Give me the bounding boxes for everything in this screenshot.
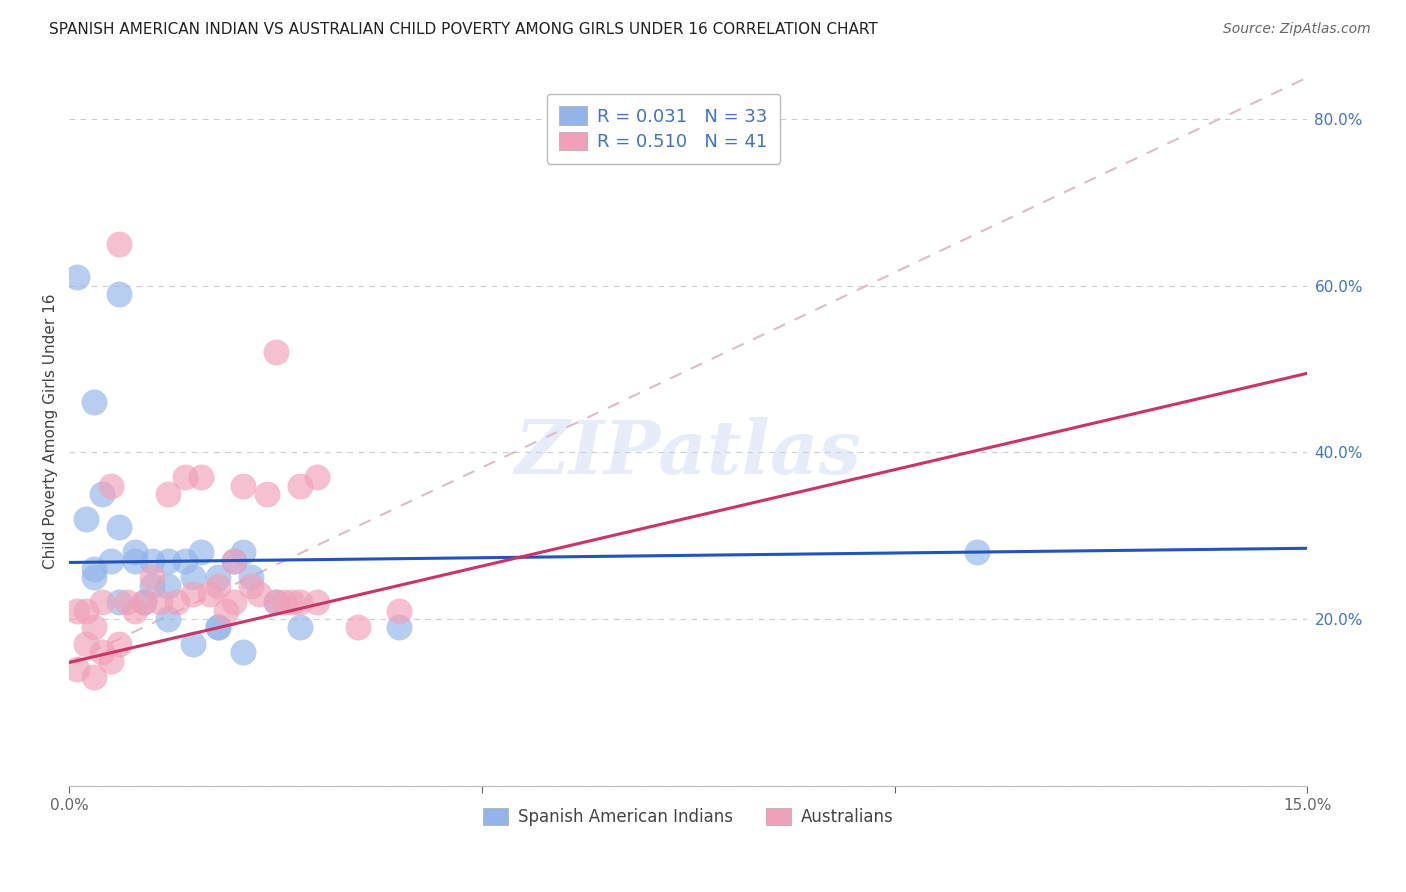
Legend: Spanish American Indians, Australians: Spanish American Indians, Australians xyxy=(474,799,903,834)
Point xyxy=(100,479,122,493)
Point xyxy=(141,554,163,568)
Point xyxy=(207,620,229,634)
Point xyxy=(166,595,188,609)
Point xyxy=(239,570,262,584)
Point xyxy=(290,479,312,493)
Point xyxy=(141,579,163,593)
Point xyxy=(264,345,287,359)
Point xyxy=(107,595,129,609)
Point xyxy=(91,595,114,609)
Point xyxy=(132,595,155,609)
Point xyxy=(75,637,97,651)
Point xyxy=(83,395,105,409)
Point xyxy=(75,604,97,618)
Point xyxy=(273,595,295,609)
Point xyxy=(224,554,246,568)
Point xyxy=(107,287,129,301)
Point xyxy=(305,595,328,609)
Text: ZIPatlas: ZIPatlas xyxy=(515,417,862,489)
Point xyxy=(388,620,411,634)
Text: Source: ZipAtlas.com: Source: ZipAtlas.com xyxy=(1223,22,1371,37)
Point xyxy=(91,645,114,659)
Point xyxy=(232,479,254,493)
Text: SPANISH AMERICAN INDIAN VS AUSTRALIAN CHILD POVERTY AMONG GIRLS UNDER 16 CORRELA: SPANISH AMERICAN INDIAN VS AUSTRALIAN CH… xyxy=(49,22,877,37)
Point xyxy=(247,587,270,601)
Point xyxy=(75,512,97,526)
Point xyxy=(224,554,246,568)
Point xyxy=(173,470,195,484)
Point xyxy=(290,595,312,609)
Point xyxy=(124,604,146,618)
Point xyxy=(124,554,146,568)
Point xyxy=(100,654,122,668)
Point xyxy=(281,595,304,609)
Point xyxy=(264,595,287,609)
Point xyxy=(66,662,89,676)
Point xyxy=(173,554,195,568)
Point xyxy=(181,570,204,584)
Point xyxy=(83,670,105,684)
Point xyxy=(115,595,138,609)
Point xyxy=(347,620,370,634)
Point xyxy=(157,579,180,593)
Point xyxy=(66,604,89,618)
Point xyxy=(83,620,105,634)
Y-axis label: Child Poverty Among Girls Under 16: Child Poverty Among Girls Under 16 xyxy=(44,293,58,569)
Point xyxy=(66,270,89,285)
Point xyxy=(181,587,204,601)
Point xyxy=(198,587,221,601)
Point xyxy=(388,604,411,618)
Point xyxy=(190,470,212,484)
Point xyxy=(232,545,254,559)
Point xyxy=(107,637,129,651)
Point xyxy=(207,620,229,634)
Point xyxy=(83,570,105,584)
Point xyxy=(100,554,122,568)
Point xyxy=(290,620,312,634)
Point xyxy=(107,237,129,252)
Point xyxy=(966,545,988,559)
Point xyxy=(132,595,155,609)
Point xyxy=(124,545,146,559)
Point xyxy=(207,570,229,584)
Point xyxy=(157,612,180,626)
Point xyxy=(83,562,105,576)
Point xyxy=(232,645,254,659)
Point xyxy=(305,470,328,484)
Point xyxy=(181,637,204,651)
Point xyxy=(157,554,180,568)
Point xyxy=(256,487,278,501)
Point xyxy=(149,595,172,609)
Point xyxy=(224,595,246,609)
Point xyxy=(107,520,129,534)
Point xyxy=(239,579,262,593)
Point xyxy=(264,595,287,609)
Point xyxy=(91,487,114,501)
Point xyxy=(190,545,212,559)
Point xyxy=(207,579,229,593)
Point xyxy=(157,487,180,501)
Point xyxy=(141,570,163,584)
Point xyxy=(215,604,238,618)
